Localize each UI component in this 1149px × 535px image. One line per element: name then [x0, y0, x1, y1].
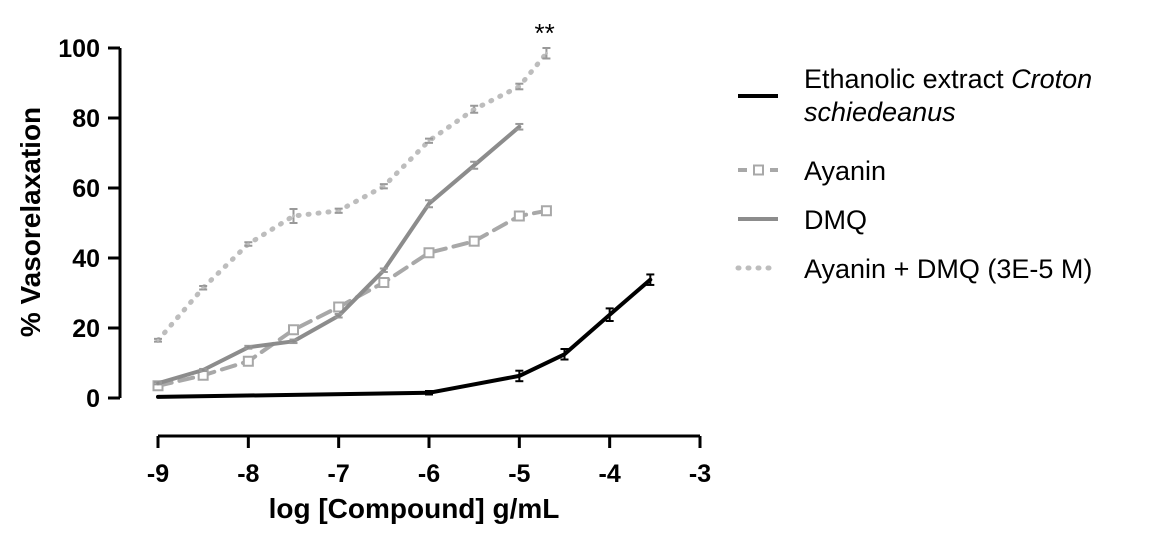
series-line	[155, 50, 549, 343]
data-point	[246, 242, 250, 246]
y-tick-label: 0	[86, 385, 100, 413]
data-point	[156, 338, 160, 342]
x-tick-label: -3	[689, 460, 711, 488]
y-tick-label: 80	[72, 105, 100, 133]
legend-item: Ayanin + DMQ (3E-5 M)	[735, 254, 1092, 284]
data-point	[378, 277, 390, 288]
y-axis-title: % Vasorelaxation	[15, 107, 46, 337]
data-point	[156, 395, 160, 399]
legend-label: Ayanin	[804, 156, 886, 186]
series-line	[156, 277, 653, 399]
data-point	[427, 202, 431, 206]
legend-label: Ayanin + DMQ (3E-5 M)	[804, 254, 1092, 284]
x-axis-title: log [Compound] g/mL	[269, 493, 560, 524]
x-tick-label: -4	[599, 460, 621, 488]
data-point	[517, 374, 521, 378]
data-point	[563, 352, 566, 356]
data-point	[427, 139, 431, 143]
series-3	[154, 47, 551, 343]
data-point	[292, 339, 295, 343]
data-point	[427, 391, 431, 395]
data-point	[201, 368, 205, 372]
data-point	[423, 247, 435, 259]
legend-label: schiedeanus	[804, 97, 956, 127]
legend-item: DMQ	[738, 205, 867, 235]
legend-marker	[753, 164, 764, 176]
data-point	[513, 210, 525, 222]
data-point	[540, 205, 552, 217]
data-point	[608, 313, 612, 317]
plot-area	[152, 47, 655, 399]
data-point	[242, 355, 254, 367]
series-0	[156, 273, 655, 399]
data-point	[382, 268, 386, 272]
y-tick-label: 40	[72, 245, 100, 273]
x-tick-label: -9	[147, 460, 169, 488]
data-point	[517, 85, 521, 88]
data-point	[337, 314, 341, 318]
data-point	[382, 184, 386, 188]
legend-item: Ayanin	[738, 156, 886, 186]
series-line	[156, 208, 549, 388]
data-point	[156, 381, 160, 385]
data-point	[544, 51, 548, 55]
legend-label: Ethanolic extract Croton	[804, 64, 1092, 94]
data-point	[337, 209, 341, 213]
data-point	[292, 214, 295, 218]
significance-annotation: **	[535, 18, 555, 48]
data-point	[472, 163, 476, 167]
y-ticks: 0 20 40 60 80 100	[58, 35, 120, 413]
x-tick-label: -5	[508, 460, 530, 488]
data-point	[648, 278, 652, 282]
y-tick-label: 100	[58, 35, 100, 63]
series-2	[154, 122, 524, 386]
data-point	[288, 324, 299, 336]
x-tick-label: -6	[418, 460, 440, 488]
x-tick-label: -7	[328, 460, 350, 488]
data-point	[472, 107, 476, 111]
data-point	[517, 125, 521, 129]
x-ticks: -9 -8 -7 -6 -5 -4 -3	[147, 436, 711, 488]
y-tick-label: 20	[72, 315, 100, 343]
series-1	[152, 205, 552, 392]
legend-label: DMQ	[804, 205, 867, 235]
data-point	[333, 301, 345, 313]
y-tick-label: 60	[72, 175, 100, 203]
x-tick-label: -8	[237, 460, 259, 488]
data-point	[201, 286, 205, 290]
data-point	[246, 345, 250, 349]
series-line	[156, 124, 522, 386]
data-point	[468, 235, 480, 247]
